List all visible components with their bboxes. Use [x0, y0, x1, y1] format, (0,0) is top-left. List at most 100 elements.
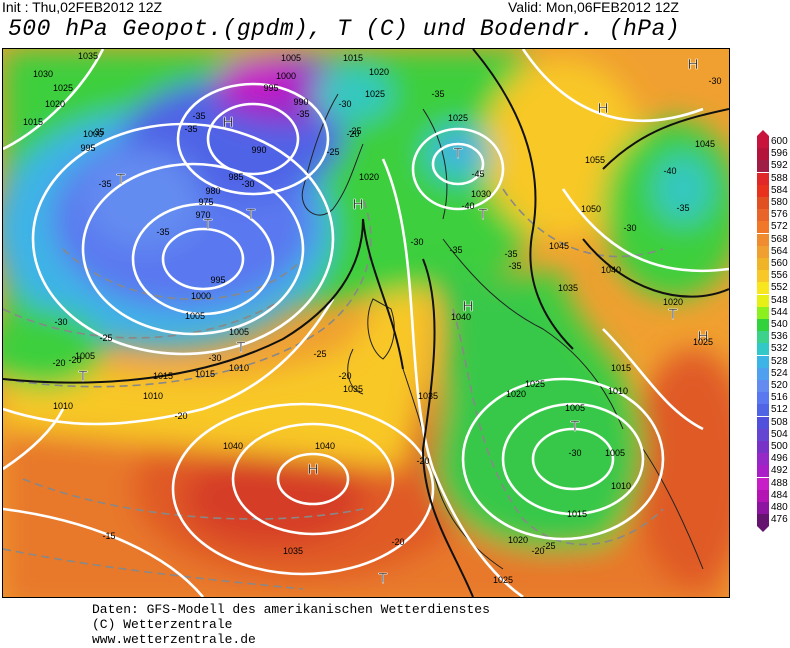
pressure-symbol: H	[598, 100, 609, 117]
color-scale-swatch	[757, 197, 769, 209]
isobar-label: 995	[80, 143, 95, 153]
color-scale-swatch	[757, 502, 769, 514]
temperature-label: -35	[192, 111, 205, 121]
temperature-label: -35	[508, 261, 521, 271]
isobar-label: 1010	[608, 386, 628, 396]
color-scale-swatch	[757, 428, 769, 441]
pressure-symbol: T	[570, 418, 579, 435]
temperature-label: -20	[174, 411, 187, 421]
color-scale-label: 516	[771, 392, 788, 404]
color-scale-swatch	[757, 380, 769, 392]
color-scale-label: 576	[771, 209, 788, 221]
temperature-label: -20	[68, 355, 81, 365]
isobar-label: 1010	[143, 391, 163, 401]
data-source-footer: Daten: GFS-Modell des amerikanischen Wet…	[92, 602, 490, 647]
temperature-label: -45	[471, 169, 484, 179]
isobar-label: 1005	[229, 327, 249, 337]
temperature-label: -35	[676, 203, 689, 213]
temperature-label: -30	[208, 353, 221, 363]
temperature-label: -30	[54, 317, 67, 327]
color-scale-swatch	[757, 258, 769, 270]
color-scale-swatch	[757, 441, 769, 453]
color-scale-label: 592	[771, 160, 788, 172]
color-scale-label: 496	[771, 453, 788, 465]
color-scale-swatch	[757, 233, 769, 246]
isobar-label: 1010	[53, 401, 73, 411]
color-scale-label: 520	[771, 380, 788, 391]
temperature-label: -30	[338, 99, 351, 109]
isobar-label: 995	[210, 275, 225, 285]
pressure-symbol: T	[246, 206, 255, 223]
color-scale-label: 480	[771, 502, 788, 513]
data-source-line: Daten: GFS-Modell des amerikanischen Wet…	[92, 602, 490, 617]
isobar-label: 995	[263, 83, 278, 93]
isobar-label: 1015	[343, 53, 363, 63]
website-link[interactable]: www.wetterzentrale.de	[92, 632, 256, 647]
temperature-label: -25	[99, 333, 112, 343]
temperature-label: -20	[52, 358, 65, 368]
isobar-label: 1035	[558, 283, 578, 293]
isobar-label: 1015	[195, 369, 215, 379]
isobar-label: 980	[205, 186, 220, 196]
temperature-color-scale: 600 596 592 588 584 580 576 572 568 564 560 556 552 5…	[752, 130, 788, 533]
color-scale-label: 540	[771, 319, 788, 330]
temperature-label: -15	[102, 531, 115, 541]
copyright-line: (C) Wetterzentrale	[92, 617, 233, 632]
color-scale-swatch	[757, 477, 769, 490]
temperature-label: -35	[156, 227, 169, 237]
isobar-label: 1030	[471, 189, 491, 199]
color-scale-swatch	[757, 172, 769, 185]
isobar-label: 1035	[78, 51, 98, 61]
isobar-label: 1015	[611, 363, 631, 373]
bold-contours	[3, 49, 729, 597]
color-scale-label: 528	[771, 355, 788, 367]
pressure-symbol: T	[668, 306, 677, 323]
isobar-label: 1025	[365, 89, 385, 99]
pressure-symbol: T	[78, 368, 87, 385]
color-scale-top-arrow	[757, 130, 769, 136]
color-scale-label: 504	[771, 428, 788, 440]
isobar-label: 1025	[493, 575, 513, 585]
isobar-label: 1010	[229, 363, 249, 373]
isobar-label: 990	[293, 97, 308, 107]
pressure-symbol: T	[478, 206, 487, 223]
temperature-label: -30	[410, 237, 423, 247]
pressure-symbol: H	[463, 298, 474, 315]
isobar-label: 1035	[343, 384, 363, 394]
isobar-label: 1040	[315, 441, 335, 451]
isobar-label: 1040	[223, 441, 243, 451]
pressure-symbol: H	[698, 328, 709, 345]
pressure-symbol: T	[203, 216, 212, 233]
color-scale-swatch	[757, 416, 769, 429]
isobar-label: 1015	[23, 117, 43, 127]
color-scale-label: 588	[771, 172, 788, 184]
isobar-label: 970	[195, 210, 210, 220]
color-scale-swatch	[757, 319, 769, 331]
temperature-label: -25	[348, 126, 361, 136]
temperature-label: -40	[461, 201, 474, 211]
color-scale-swatch	[757, 514, 769, 527]
isobar-label: 1045	[549, 241, 569, 251]
color-scale-swatch	[757, 343, 769, 356]
color-scale-label: 572	[771, 221, 788, 233]
isobar-label: 990	[251, 145, 266, 155]
isobar-label: 1015	[567, 509, 587, 519]
color-scale-label: 500	[771, 441, 788, 452]
isobar-label: 1000	[191, 291, 211, 301]
isobar-label: 985	[228, 172, 243, 182]
coastlines	[301, 93, 704, 570]
isobar-label: 1020	[45, 99, 65, 109]
color-scale-swatch	[757, 136, 769, 148]
color-scale-label: 532	[771, 343, 788, 355]
isobar-label: 1035	[283, 546, 303, 556]
isobar-label: 1015	[153, 371, 173, 381]
temperature-label: -35	[449, 245, 462, 255]
isobar-label: 1020	[506, 389, 526, 399]
isobar-label: 1025	[53, 83, 73, 93]
color-scale-label: 484	[771, 489, 788, 501]
color-scale-label: 596	[771, 148, 788, 160]
temperature-label: -20	[391, 537, 404, 547]
isobar-label: 1050	[581, 204, 601, 214]
temperature-label: -35	[91, 127, 104, 137]
pressure-symbol: H	[688, 56, 699, 73]
